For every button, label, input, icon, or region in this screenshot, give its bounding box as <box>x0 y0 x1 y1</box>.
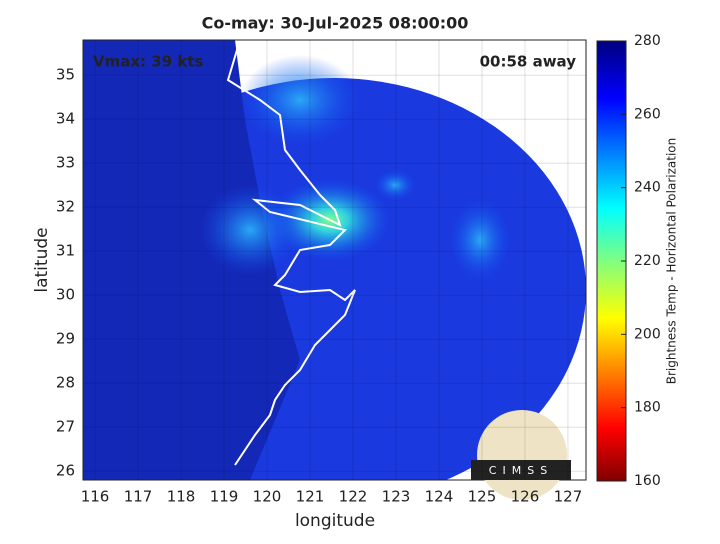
y-tick-label: 27 <box>56 418 75 436</box>
colorbar-tick-label: 160 <box>634 473 661 489</box>
colorbar-tick-label: 280 <box>634 33 661 49</box>
x-tick-label: 122 <box>339 488 368 506</box>
x-tick-label: 126 <box>511 488 540 506</box>
x-tick-label: 118 <box>167 488 196 506</box>
y-tick-label: 31 <box>56 242 75 260</box>
x-tick-label: 117 <box>124 488 153 506</box>
x-tick-label: 119 <box>210 488 239 506</box>
y-tick-label: 35 <box>56 66 75 84</box>
satellite-image <box>83 40 586 480</box>
colorbar-label: Brightness Temp - Horizontal Polarizatio… <box>665 138 679 385</box>
y-tick-label: 26 <box>56 462 75 480</box>
colorbar-tick-label: 180 <box>634 400 661 416</box>
plot-frame <box>82 39 587 481</box>
title: Co-may: 30-Jul-2025 08:00:00 <box>202 14 469 33</box>
x-tick-label: 120 <box>253 488 282 506</box>
y-tick-label: 30 <box>56 286 75 304</box>
y-tick-label: 28 <box>56 374 75 392</box>
y-tick-label: 32 <box>56 198 75 216</box>
coastline <box>226 40 356 466</box>
x-tick-label: 125 <box>468 488 497 506</box>
colorbar-tick-label: 220 <box>634 253 661 269</box>
x-tick-label: 123 <box>382 488 411 506</box>
x-axis-label: longitude <box>295 511 375 531</box>
colorbar-tick-label: 260 <box>634 106 661 122</box>
y-tick-label: 29 <box>56 330 75 348</box>
logo: CIMSS <box>471 410 571 500</box>
time-away-label: 00:58 away <box>480 53 577 71</box>
y-tick-label: 34 <box>56 110 75 128</box>
y-tick-label: 33 <box>56 154 75 172</box>
logo-text: CIMSS <box>489 464 553 477</box>
colorbar-tick-label: 200 <box>634 326 661 342</box>
x-tick-label: 124 <box>425 488 454 506</box>
x-tick-label: 121 <box>296 488 325 506</box>
x-tick-label: 127 <box>554 488 583 506</box>
vmax-label: Vmax: 39 kts <box>93 53 203 71</box>
x-tick-label: 116 <box>81 488 110 506</box>
y-axis-label: latitude <box>32 227 52 292</box>
colorbar-tick-label: 240 <box>634 180 661 196</box>
